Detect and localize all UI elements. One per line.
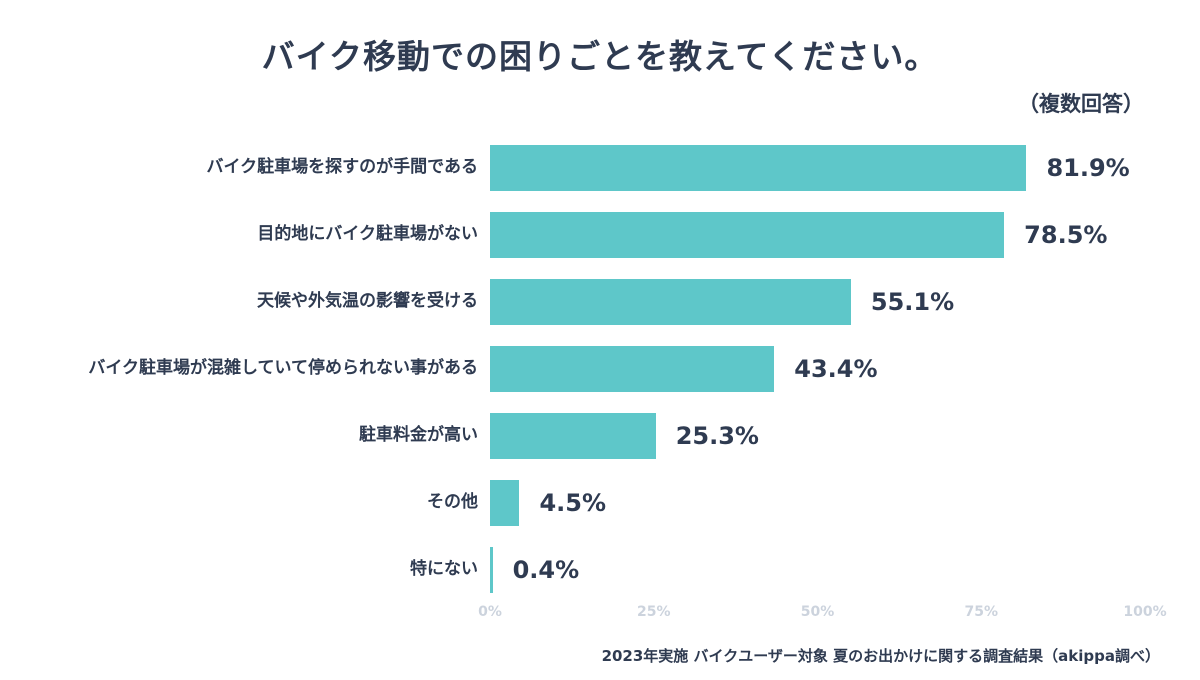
value-label: 55.1% xyxy=(870,287,955,316)
bar-track: 78.5% xyxy=(490,211,1145,258)
category-label: バイク駐車場を探すのが手間である xyxy=(206,156,479,177)
bar-track: 81.9% xyxy=(490,144,1145,191)
bar xyxy=(490,412,656,459)
bar-track: 43.4% xyxy=(490,345,1145,392)
bar-track: 4.5% xyxy=(490,479,1145,526)
bar-track: 0.4% xyxy=(490,546,1145,593)
x-tick-label: 25% xyxy=(636,604,671,620)
value-label: 81.9% xyxy=(1046,153,1130,182)
x-axis: 0% 25% 50% 75% 100% xyxy=(478,604,1167,624)
category-label: 特にない xyxy=(410,558,478,579)
value-label: 25.3% xyxy=(675,421,759,450)
value-label: 0.4% xyxy=(512,555,580,584)
value-label: 4.5% xyxy=(539,488,607,517)
bar xyxy=(490,144,1027,191)
x-tick-label: 50% xyxy=(800,604,835,620)
bar-row: バイク駐車場が混雑していて停められない事がある 43.4% xyxy=(0,335,1160,402)
multiple-answer-note: （複数回答） xyxy=(1018,92,1144,116)
bar xyxy=(490,479,520,526)
x-tick-label: 100% xyxy=(1123,604,1167,620)
category-label: 天候や外気温の影響を受ける xyxy=(257,290,478,311)
category-label: バイク駐車場が混雑していて停められない事がある xyxy=(88,357,478,378)
bar xyxy=(490,278,851,325)
bar-row: その他 4.5% xyxy=(0,469,1160,536)
bar xyxy=(490,546,493,593)
x-tick-label: 0% xyxy=(478,604,502,620)
bar-row: 特にない 0.4% xyxy=(0,536,1160,603)
page-title: バイク移動での困りごとを教えてください。 xyxy=(261,37,939,76)
category-label: 目的地にバイク駐車場がない xyxy=(257,223,478,244)
bar-row: 駐車料金が高い 25.3% xyxy=(0,402,1160,469)
bar-chart: バイク駐車場を探すのが手間である 81.9% 目的地にバイク駐車場がない 78.5% 天… xyxy=(0,134,1160,603)
value-label: 78.5% xyxy=(1024,220,1108,249)
category-label: 駐車料金が高い xyxy=(359,424,478,445)
category-label: その他 xyxy=(427,491,478,512)
bar-row: 目的地にバイク駐車場がない 78.5% xyxy=(0,201,1160,268)
bar xyxy=(490,345,775,392)
x-tick-label: 75% xyxy=(964,604,999,620)
source-note: 2023年実施 バイクユーザー対象 夏のお出かけに関する調査結果（akippa調… xyxy=(601,647,1160,665)
bar-row: バイク駐車場を探すのが手間である 81.9% xyxy=(0,134,1160,201)
bar-track: 55.1% xyxy=(490,278,1145,325)
value-label: 43.4% xyxy=(794,354,878,383)
bar-track: 25.3% xyxy=(490,412,1145,459)
bar xyxy=(490,211,1005,258)
bar-row: 天候や外気温の影響を受ける 55.1% xyxy=(0,268,1160,335)
